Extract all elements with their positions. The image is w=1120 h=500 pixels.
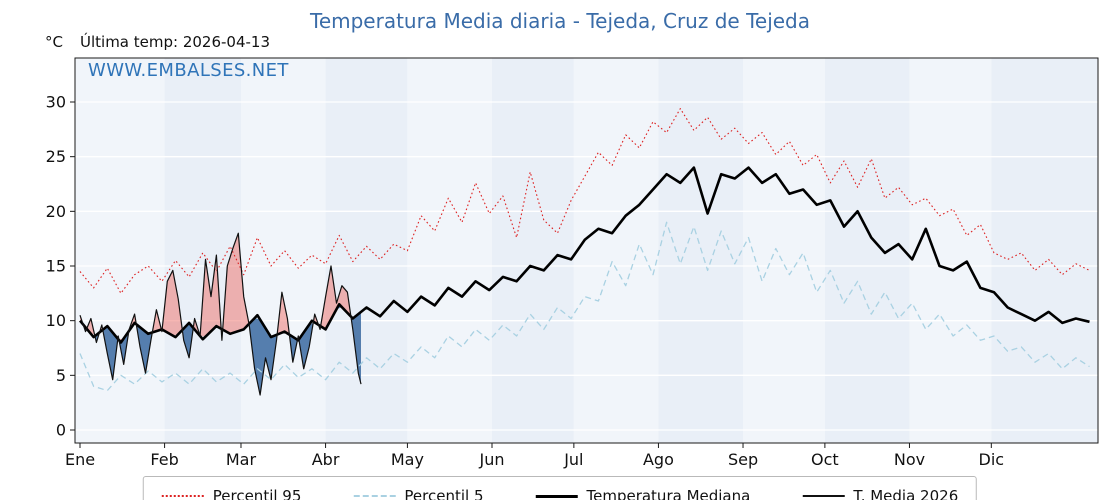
month-band — [75, 58, 165, 443]
month-band — [909, 58, 992, 443]
y-tick-label: 10 — [46, 311, 66, 330]
x-tick-label: Sep — [728, 450, 758, 469]
month-band — [492, 58, 574, 443]
plot-frame — [74, 57, 1099, 444]
x-tick-label: Abr — [312, 450, 340, 469]
chart-title: Temperatura Media diaria - Tejeda, Cruz … — [310, 9, 810, 33]
month-band — [164, 58, 241, 443]
y-tick-label: 30 — [46, 93, 66, 112]
month-band — [240, 58, 326, 443]
percentil-95-line-sample — [161, 495, 204, 497]
legend-item-percentil-95: Percentil 95 — [161, 487, 302, 500]
legend: Percentil 95 Percentil 5 Temperatura Med… — [142, 476, 978, 500]
month-band — [407, 58, 493, 443]
t-media-2026-line-sample — [802, 495, 845, 497]
x-tick-label: Ago — [643, 450, 674, 469]
legend-label-t-media-2026: T. Media 2026 — [853, 487, 959, 500]
month-band — [991, 58, 1098, 443]
legend-label-temperatura-mediana: Temperatura Mediana — [586, 487, 751, 500]
percentil-5-line-sample — [353, 495, 396, 497]
x-tick-label: May — [391, 450, 424, 469]
last-temp-label: Última temp: 2026-04-13 — [80, 33, 271, 51]
y-tick-label: 15 — [46, 257, 66, 276]
series-temperatura-mediana-line — [78, 166, 1090, 344]
series-t-media-2026-line — [79, 232, 362, 396]
month-band — [824, 58, 910, 443]
y-tick-label: 5 — [56, 366, 66, 385]
legend-label-percentil-95: Percentil 95 — [212, 487, 302, 500]
x-tick-label: Jun — [479, 450, 505, 469]
y-tick-label: 20 — [46, 202, 66, 221]
x-tick-label: Feb — [150, 450, 178, 469]
month-band — [573, 58, 659, 443]
temperatura-mediana-line-sample — [535, 494, 578, 498]
legend-item-temperatura-mediana: Temperatura Mediana — [535, 487, 750, 500]
x-tick-label: Oct — [811, 450, 839, 469]
x-tick-label: Nov — [894, 450, 925, 469]
legend-label-percentil-5: Percentil 5 — [404, 487, 484, 500]
y-tick-label: 25 — [46, 147, 66, 166]
y-tick-label: 0 — [56, 421, 66, 440]
legend-item-t-media-2026: T. Media 2026 — [802, 487, 958, 500]
series-percentil-95-line — [79, 108, 1090, 294]
y-axis-unit-label: °C — [45, 33, 63, 51]
watermark-text: WWW.EMBALSES.NET — [88, 60, 289, 81]
x-tick-label: Mar — [226, 450, 257, 469]
x-tick-label: Ene — [65, 450, 95, 469]
x-tick-label: Dic — [979, 450, 1005, 469]
x-tick-label: Jul — [563, 450, 583, 469]
month-band — [325, 58, 408, 443]
legend-item-percentil-5: Percentil 5 — [353, 487, 483, 500]
month-band — [743, 58, 825, 443]
